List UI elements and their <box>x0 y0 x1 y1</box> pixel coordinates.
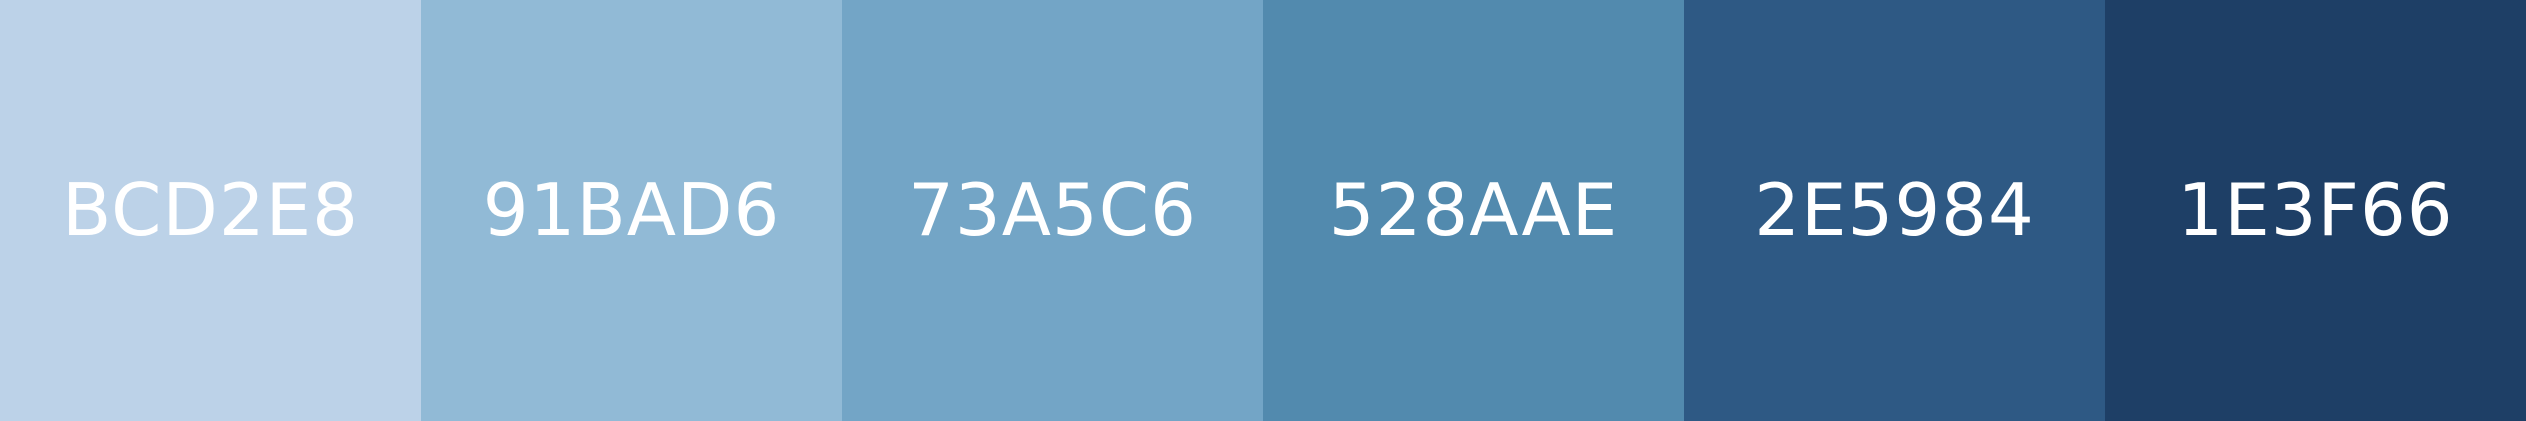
color-swatch-label: 528AAE <box>1328 167 1619 252</box>
color-swatch-4[interactable]: 528AAE <box>1263 0 1684 421</box>
color-swatch-label: 91BAD6 <box>482 167 781 252</box>
color-swatch-label: 2E5984 <box>1754 167 2035 252</box>
color-swatch-1[interactable]: BCD2E8 <box>0 0 421 421</box>
color-swatch-label: BCD2E8 <box>62 167 359 252</box>
color-swatch-6[interactable]: 1E3F66 <box>2105 0 2526 421</box>
color-swatch-label: 1E3F66 <box>2177 167 2454 252</box>
color-swatch-3[interactable]: 73A5C6 <box>842 0 1263 421</box>
color-swatch-2[interactable]: 91BAD6 <box>421 0 842 421</box>
color-swatch-label: 73A5C6 <box>908 167 1197 252</box>
color-swatch-5[interactable]: 2E5984 <box>1684 0 2105 421</box>
